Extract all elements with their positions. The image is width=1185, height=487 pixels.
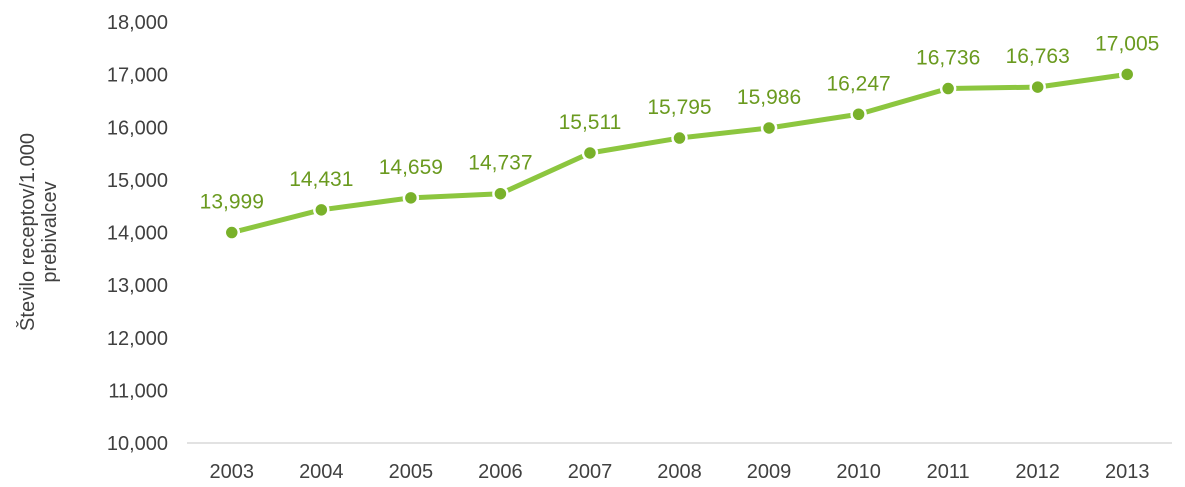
y-tick-label: 15,000 [107,170,168,192]
data-point [1029,78,1046,96]
y-axis-ticks: 10,000 11,000 12,000 13,000 14,000 15,000 16,0… [107,12,168,455]
x-tick-label: 2005 [389,461,434,483]
data-point [760,119,778,137]
data-label: 14,737 [468,152,532,175]
x-tick-label: 2004 [299,461,344,483]
data-point [850,106,867,123]
data-label: 17,005 [1095,32,1159,55]
data-point [671,129,688,147]
data-point [223,224,241,241]
y-tick-label: 11,000 [108,380,168,402]
x-tick-label: 2011 [927,461,970,483]
data-label: 16,247 [826,72,890,95]
data-point [581,144,599,162]
y-tick-label: 17,000 [107,65,168,87]
y-tick-label: 14,000 [107,223,168,245]
data-points [223,66,1136,241]
y-axis-title-line: Število receptov/1.000 [16,133,39,331]
y-tick-label: 12,000 [107,328,168,350]
x-tick-label: 2008 [657,461,702,483]
data-label: 15,511 [559,111,622,134]
data-label: 14,659 [379,156,443,179]
y-axis-title-text: Število receptov/1.000prebivalcev [16,133,61,331]
y-axis-title-line: prebivalcev [39,181,61,282]
y-tick-label: 10,000 [107,433,168,455]
y-tick-label: 16,000 [107,117,168,139]
data-point [939,80,957,97]
data-point [402,189,420,207]
x-tick-label: 2012 [1015,461,1060,483]
data-label: 13,999 [200,191,264,214]
data-label: 16,736 [916,47,980,70]
data-point [1118,66,1136,83]
data-label: 15,986 [737,86,801,109]
x-tick-label: 2013 [1105,461,1150,483]
x-tick-label: 2006 [478,461,523,483]
x-tick-label: 2007 [568,461,613,483]
data-point [313,201,330,219]
data-labels: 13,999 14,431 14,659 14,737 15,511 15,795 15,9… [200,32,1160,213]
x-axis-ticks: 2003 2004 2005 2006 2007 2008 2009 2010 2011 2012… [210,461,1150,483]
data-point [492,185,509,202]
y-axis-title: Število receptov/1.000prebivalcev [16,133,61,331]
y-tick-label: 18,000 [107,12,168,34]
data-label: 16,763 [1006,45,1070,68]
data-label: 15,795 [647,96,711,119]
y-tick-label: 13,000 [107,275,168,297]
x-tick-label: 2003 [210,461,255,483]
x-tick-label: 2009 [747,461,792,483]
data-label: 14,431 [289,168,353,191]
x-tick-label: 2010 [836,461,881,483]
